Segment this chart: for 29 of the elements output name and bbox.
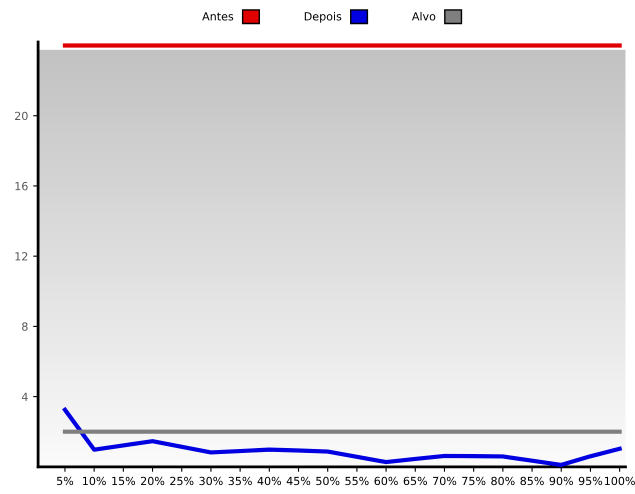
x-tick-label: 55% <box>345 476 369 486</box>
x-tick-label: 100% <box>604 476 635 486</box>
line-series <box>62 408 622 467</box>
legend-label: Depois <box>304 12 342 23</box>
legend-label: Antes <box>202 12 234 21</box>
y-tick-label: 4 <box>22 392 28 401</box>
x-tick-label: 70% <box>433 476 456 486</box>
x-tick-label: 35% <box>228 476 252 486</box>
x-tick-label: 60% <box>374 476 398 486</box>
x-tick-label: 15% <box>112 476 136 486</box>
x-tick-label: 5% <box>57 476 74 486</box>
x-tick-label: 10% <box>83 476 106 486</box>
x-tick-label: 80% <box>491 476 515 486</box>
x-tick-label: 95% <box>578 476 602 486</box>
x-tick-label: 75% <box>462 476 486 486</box>
x-tick-label: 90% <box>550 476 573 486</box>
x-tick-label: 65% <box>404 476 428 486</box>
x-tick-label: 25% <box>170 476 194 486</box>
y-tick-label: 16 <box>15 182 28 190</box>
x-tick-label: 85% <box>520 476 544 486</box>
x-tick-label: 30% <box>199 476 223 486</box>
y-tick-label: 12 <box>15 252 28 260</box>
x-tick-label: 20% <box>141 476 164 486</box>
x-tick-label: 50% <box>316 476 340 486</box>
x-tick-label: 40% <box>258 476 282 486</box>
legend-label: Alvo <box>412 12 436 21</box>
x-tick-label: 45% <box>286 476 310 486</box>
y-tick-label: 20 <box>15 112 28 120</box>
y-tick-label: 8 <box>22 322 28 331</box>
